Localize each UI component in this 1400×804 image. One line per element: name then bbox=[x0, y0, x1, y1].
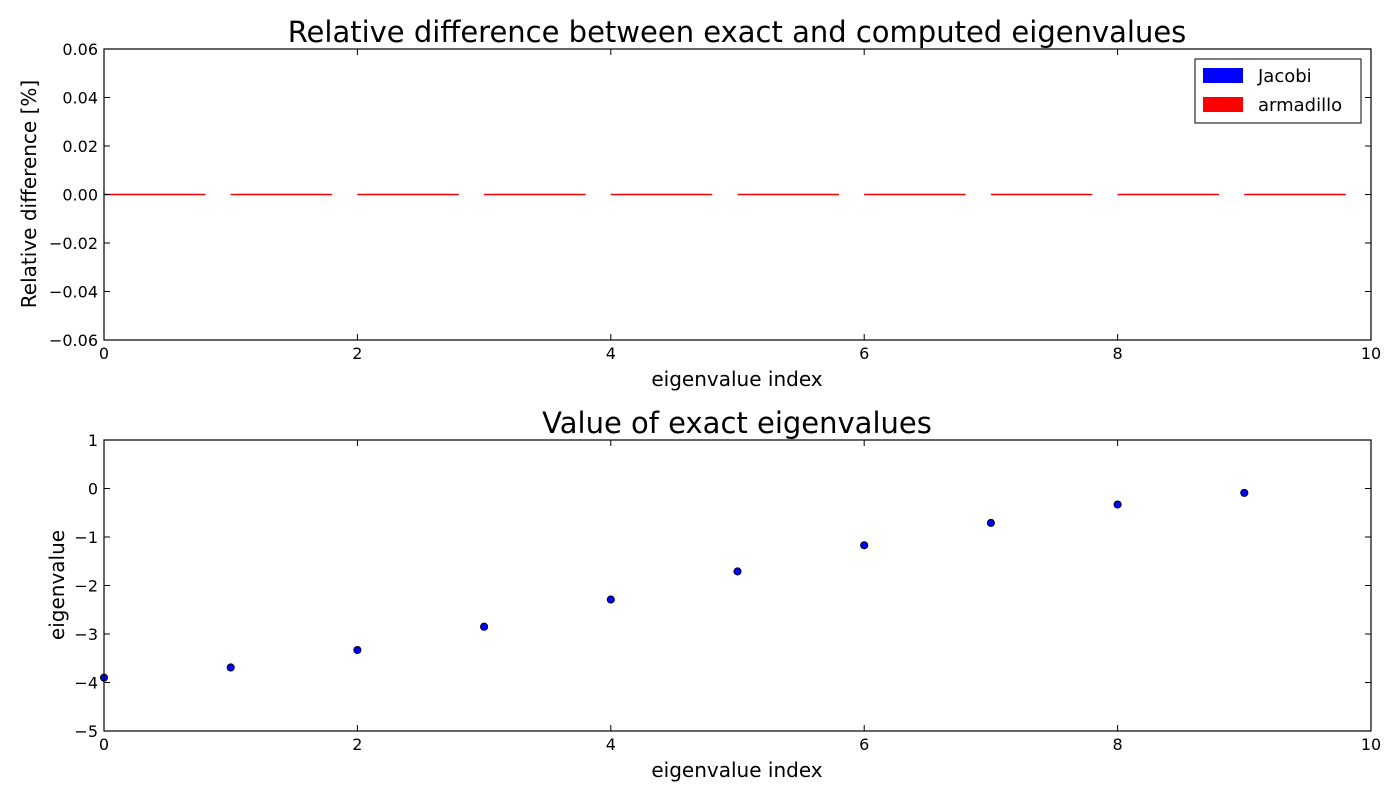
scatter-point bbox=[226, 663, 235, 672]
legend-swatch-jacobi bbox=[1203, 68, 1243, 83]
scatter-point bbox=[1240, 488, 1249, 497]
y-tick-label: 0.06 bbox=[62, 40, 98, 59]
x-tick-label: 10 bbox=[1361, 735, 1381, 754]
y-axis-label: eigenvalue bbox=[45, 530, 69, 640]
x-axis-label: eigenvalue index bbox=[651, 758, 822, 782]
legend: Jacobi armadillo bbox=[1194, 58, 1362, 124]
scatter-point bbox=[986, 518, 995, 527]
x-tick-label: 4 bbox=[606, 735, 616, 754]
y-tick-label: −4 bbox=[74, 674, 98, 693]
x-tick-label: 2 bbox=[352, 735, 362, 754]
x-tick-label: 0 bbox=[99, 344, 109, 363]
legend-label-armadillo: armadillo bbox=[1258, 95, 1342, 116]
plot-frame bbox=[103, 439, 1372, 732]
x-tick-label: 8 bbox=[1113, 344, 1123, 363]
y-tick-label: −5 bbox=[74, 722, 98, 741]
y-tick-label: −1 bbox=[74, 528, 98, 547]
x-tick-label: 6 bbox=[859, 344, 869, 363]
scatter-point bbox=[1113, 500, 1122, 509]
chart-title: Relative difference between exact and co… bbox=[288, 15, 1187, 49]
scatter-point bbox=[353, 645, 362, 655]
y-tick-label: 0.00 bbox=[62, 186, 98, 205]
y-tick-label: −0.02 bbox=[49, 234, 98, 253]
scatter-point-group bbox=[99, 488, 1249, 682]
x-tick-label: 0 bbox=[99, 735, 109, 754]
legend-label-jacobi: Jacobi bbox=[1257, 66, 1312, 87]
scatter-point bbox=[480, 622, 489, 631]
scatter-point bbox=[606, 595, 615, 604]
x-tick-label: 2 bbox=[352, 344, 362, 363]
y-tick-label: 0.02 bbox=[62, 137, 98, 156]
scatter-point bbox=[733, 567, 742, 576]
y-tick-label: 0.04 bbox=[62, 89, 98, 108]
x-tick-label: 8 bbox=[1113, 735, 1123, 754]
exact-eigenvalues-chart: Value of exact eigenvalues eigenvalue in… bbox=[45, 406, 1381, 782]
y-axis-label: Relative difference [%] bbox=[17, 80, 41, 308]
relative-difference-chart: Relative difference between exact and co… bbox=[17, 15, 1381, 391]
y-tick-label: 1 bbox=[88, 431, 98, 450]
x-tick-label: 4 bbox=[606, 344, 616, 363]
y-tick-label: −3 bbox=[74, 625, 98, 644]
x-tick-label: 6 bbox=[859, 735, 869, 754]
x-tick-label: 10 bbox=[1361, 344, 1381, 363]
y-tick-label: −0.06 bbox=[49, 331, 98, 350]
plot-frame bbox=[103, 48, 1372, 341]
y-tick-label: 0 bbox=[88, 480, 98, 499]
y-tick-label: −2 bbox=[74, 577, 98, 596]
x-axis-label: eigenvalue index bbox=[651, 367, 822, 391]
legend-swatch-armadillo bbox=[1203, 97, 1243, 112]
scatter-point bbox=[860, 541, 869, 550]
y-tick-label: −0.04 bbox=[49, 283, 98, 302]
chart-title: Value of exact eigenvalues bbox=[542, 406, 932, 440]
tick-group: 0 2 4 6 8 10 0.06 0.04 0.02 0.00 −0.02 −0.04 −0.06 bbox=[49, 40, 1381, 363]
